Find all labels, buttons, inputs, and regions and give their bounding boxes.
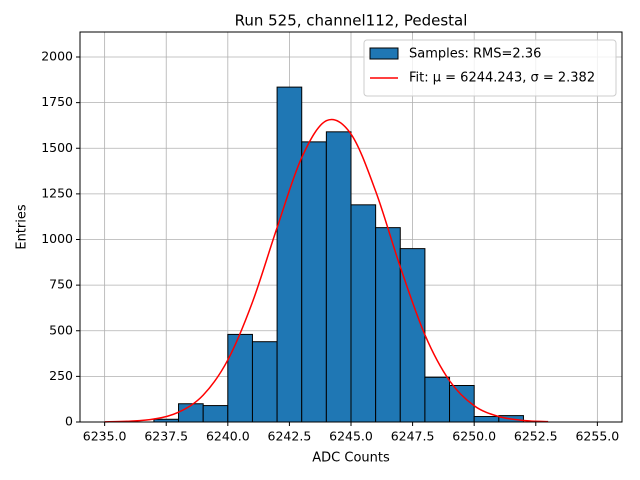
legend-label: Fit: μ = 6244.243, σ = 2.382 [409,71,595,86]
bar [276,86,303,423]
bar [449,385,475,423]
x-tick-label: 6252.5 [514,429,558,444]
x-tick-label: 6247.5 [391,429,435,444]
x-axis-label: ADC Counts [312,451,390,466]
bar [251,341,278,423]
y-tick-label: 1000 [41,231,73,246]
plot [104,86,549,423]
x-tick-label: 6245.0 [329,429,373,444]
y-axis-label: Entries [15,204,30,250]
y-tick-label: 500 [49,322,73,337]
y-tick-label: 750 [49,277,73,292]
bar [325,131,352,423]
legend-label: Samples: RMS=2.36 [409,47,541,62]
fit-line [104,118,549,423]
x-tick-label: 6237.5 [144,429,188,444]
y-tick-label: 1750 [41,94,73,109]
bar [399,248,426,423]
bar [202,405,229,423]
bar [227,333,253,423]
x-tick-label: 6235.0 [83,429,127,444]
y-tick-label: 2000 [41,49,73,64]
bar [350,204,377,423]
legend-swatch [369,47,399,60]
bar [473,416,500,423]
bar [424,376,451,423]
x-tick-label: 6240.0 [206,429,250,444]
y-tick-label: 0 [65,414,73,429]
axes-frame [79,31,623,423]
x-tick-label: 6250.0 [452,429,496,444]
y-tick-label: 1250 [41,185,73,200]
x-tick-label: 6255.0 [575,429,619,444]
bar [178,403,204,423]
legend: Samples: RMS=2.36 Fit: μ = 6244.243, σ = … [363,39,617,97]
legend-box [363,39,617,97]
y-tick-label: 250 [49,368,73,383]
x-tick-label: 6242.5 [268,429,312,444]
axes: 6235.0 6237.5 6240.0 6242.5 6245.0 6247.5 6250… [41,31,623,444]
y-tick-label: 1500 [41,140,73,155]
chart-title: Run 525, channel112, Pedestal [235,12,468,30]
bar [301,141,327,423]
